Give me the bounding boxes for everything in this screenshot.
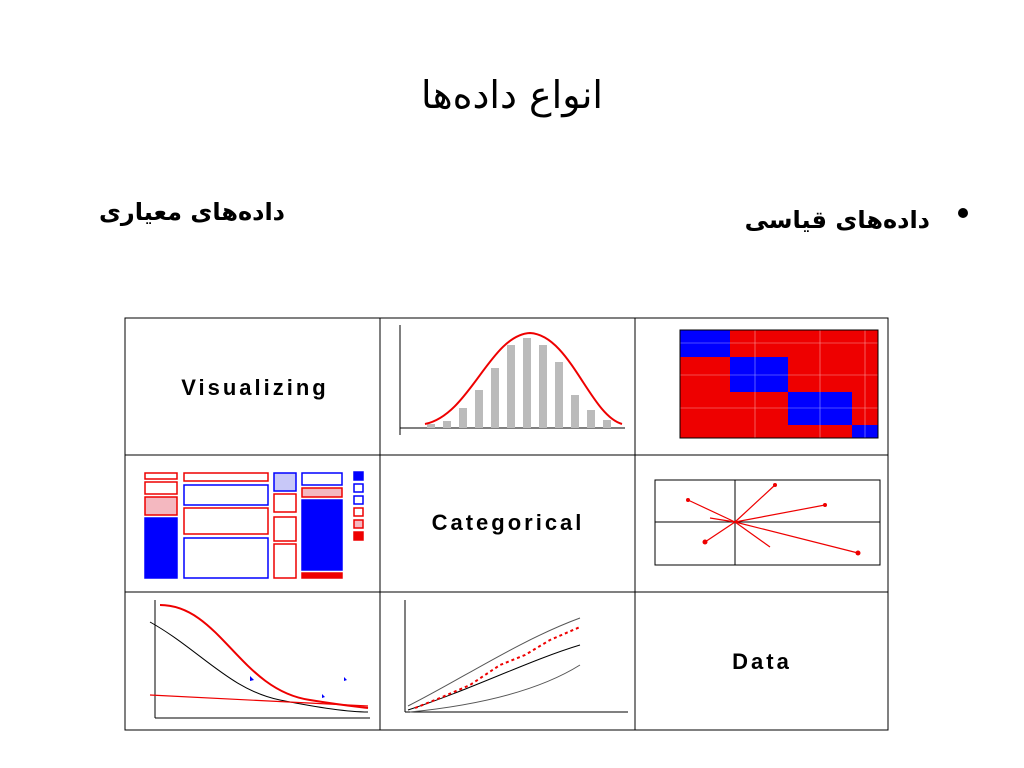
cell-label: Data <box>732 649 792 674</box>
biplot-thumbnail <box>654 479 881 566</box>
histogram-thumbnail <box>399 325 625 435</box>
cell-label: Visualizing <box>181 375 329 400</box>
bullet-dot <box>958 208 968 218</box>
curve-thumbnail <box>149 600 370 719</box>
image-grid <box>124 317 889 731</box>
slide-title: انواع داده‌ها <box>421 73 603 118</box>
bullet-text: داده‌های قیاسی <box>745 206 930 234</box>
mosaic-thumbnail <box>144 471 364 579</box>
bullet-text: داده‌های معیاری <box>99 198 285 226</box>
qq-thumbnail <box>404 600 628 713</box>
cell-label: Categorical <box>432 510 585 535</box>
heatmap-thumbnail <box>679 329 879 439</box>
